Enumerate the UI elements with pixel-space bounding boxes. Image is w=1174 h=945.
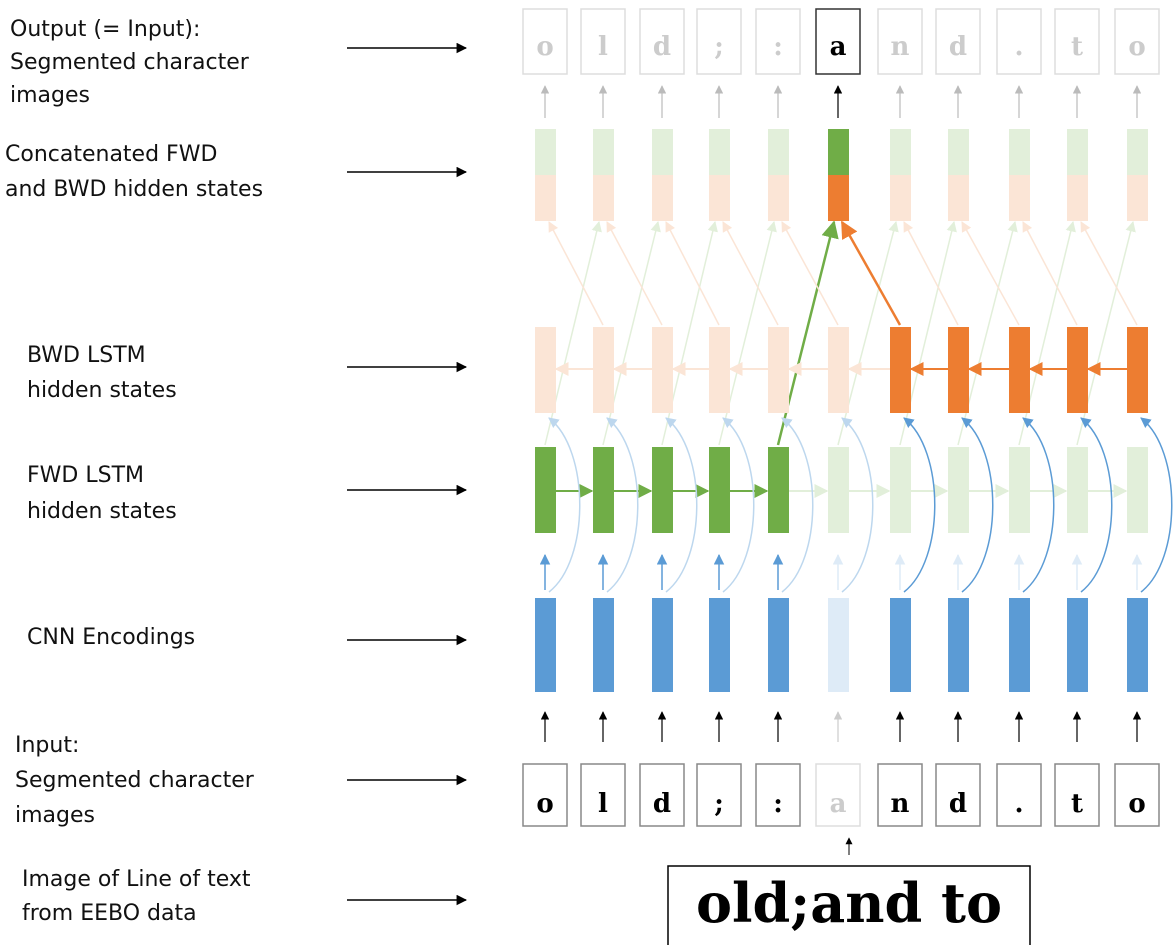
- fwd-state: [948, 447, 969, 533]
- concat-fwd: [593, 129, 614, 175]
- input-char: .: [1014, 789, 1023, 819]
- concat-bwd: [1127, 175, 1148, 221]
- input-char: l: [598, 789, 608, 819]
- fwd-state: [890, 447, 911, 533]
- output-char: l: [598, 32, 608, 62]
- concat-bwd: [593, 175, 614, 221]
- fwd-state: [535, 447, 556, 533]
- input-char: o: [536, 789, 553, 819]
- diagram: old;and to Output (= Input):Segmented ch…: [0, 0, 1174, 945]
- fwd-state: [652, 447, 673, 533]
- concat-fwd: [768, 129, 789, 175]
- concat-fwd: [1009, 129, 1030, 175]
- bwd-state: [535, 327, 556, 413]
- bwd-state: [1009, 327, 1030, 413]
- bwd-state: [948, 327, 969, 413]
- label-line: BWD LSTM: [27, 343, 146, 368]
- concat-bwd: [948, 175, 969, 221]
- input-char: d: [949, 789, 967, 819]
- concat-fwd: [709, 129, 730, 175]
- concat-fwd: [828, 129, 849, 175]
- label-line: Input:: [15, 733, 79, 758]
- fwd-state: [768, 447, 789, 533]
- input-char: :: [773, 789, 783, 819]
- bwd-state: [1067, 327, 1088, 413]
- label-line: from EEBO data: [22, 901, 197, 926]
- concat-bwd: [535, 175, 556, 221]
- output-char: d: [653, 32, 671, 62]
- cnn-encoding: [593, 598, 614, 692]
- input-char: a: [830, 789, 847, 819]
- output-char: o: [1128, 32, 1145, 62]
- fwd-state: [828, 447, 849, 533]
- label-line: images: [10, 83, 90, 108]
- cnn-encoding: [1127, 598, 1148, 692]
- output-char: o: [536, 32, 553, 62]
- concat-bwd: [652, 175, 673, 221]
- line-image-text: old;and to: [696, 871, 1002, 935]
- input-char: t: [1071, 789, 1083, 819]
- concat-bwd: [1067, 175, 1088, 221]
- output-char: ;: [714, 32, 724, 62]
- bwd-state: [593, 327, 614, 413]
- label-line: Segmented character: [15, 768, 255, 793]
- bwd-state: [890, 327, 911, 413]
- output-char: t: [1071, 32, 1083, 62]
- cnn-encoding: [768, 598, 789, 692]
- cnn-encoding: [948, 598, 969, 692]
- bwd-state: [768, 327, 789, 413]
- cnn-encoding: [1009, 598, 1030, 692]
- input-char: n: [891, 789, 910, 819]
- output-char: :: [773, 32, 783, 62]
- fwd-state: [709, 447, 730, 533]
- label-line: Image of Line of text: [22, 867, 251, 892]
- concat-bwd: [890, 175, 911, 221]
- label-line: hidden states: [27, 378, 177, 403]
- concat-fwd: [1067, 129, 1088, 175]
- cnn-encoding: [890, 598, 911, 692]
- concat-bwd: [1009, 175, 1030, 221]
- input-char: d: [653, 789, 671, 819]
- label-line: hidden states: [27, 499, 177, 524]
- concat-bwd: [828, 175, 849, 221]
- label-line: Segmented character: [10, 50, 250, 75]
- label-line: CNN Encodings: [27, 625, 195, 650]
- label-line: FWD LSTM: [27, 463, 144, 488]
- input-char: o: [1128, 789, 1145, 819]
- cnn-encoding: [652, 598, 673, 692]
- output-char: d: [949, 32, 967, 62]
- bwd-state: [828, 327, 849, 413]
- output-char: .: [1014, 32, 1023, 62]
- input-char: ;: [714, 789, 724, 819]
- cnn-encoding: [535, 598, 556, 692]
- label-line: and BWD hidden states: [5, 177, 263, 202]
- concat-fwd: [948, 129, 969, 175]
- concat-fwd: [535, 129, 556, 175]
- concat-fwd: [1127, 129, 1148, 175]
- cnn-encoding: [709, 598, 730, 692]
- fwd-state: [1127, 447, 1148, 533]
- fwd-state: [593, 447, 614, 533]
- label-line: Output (= Input):: [10, 17, 200, 42]
- concat-bwd: [709, 175, 730, 221]
- bwd-state: [709, 327, 730, 413]
- fwd-state: [1009, 447, 1030, 533]
- concat-fwd: [652, 129, 673, 175]
- fwd-state: [1067, 447, 1088, 533]
- concat-fwd: [890, 129, 911, 175]
- bwd-state: [652, 327, 673, 413]
- cnn-encoding: [828, 598, 849, 692]
- cnn-encoding: [1067, 598, 1088, 692]
- label-line: Concatenated FWD: [5, 142, 217, 167]
- label-line: images: [15, 803, 95, 828]
- concat-bwd: [768, 175, 789, 221]
- output-char: n: [891, 32, 910, 62]
- output-char: a: [830, 32, 847, 62]
- bwd-state: [1127, 327, 1148, 413]
